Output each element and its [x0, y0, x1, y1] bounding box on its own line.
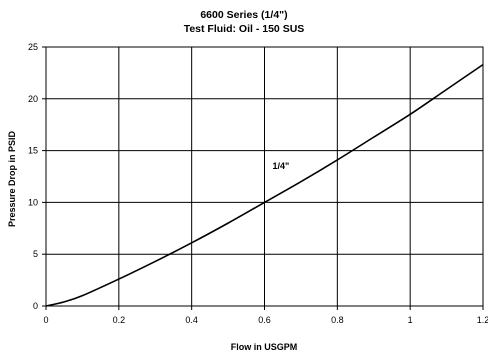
x-tick-label: 0 — [43, 315, 48, 325]
plot-border — [45, 46, 484, 307]
chart-subtitle: Test Fluid: Oil - 150 SUS — [184, 23, 305, 35]
series-annotation-label: 1/4" — [272, 161, 289, 171]
x-axis-title: Flow in USGPM — [231, 342, 298, 351]
y-tick-label: 20 — [28, 94, 38, 104]
x-tick-label: 0.2 — [113, 315, 126, 325]
series-line — [45, 63, 484, 307]
annotation-layer: 1/4" — [272, 161, 289, 171]
tick-labels: 0 0.2 0.4 0.6 0.8 1 1.2 0 5 10 15 20 25 — [28, 42, 488, 325]
chart-title: 6600 Series (1/4") — [200, 9, 287, 21]
x-tick-label: 0.4 — [185, 315, 198, 325]
x-tick-label: 1 — [408, 315, 413, 325]
y-tick-label: 25 — [28, 42, 38, 52]
y-tick-label: 15 — [28, 146, 38, 156]
x-tick-label: 1.2 — [477, 315, 488, 325]
y-tick-label: 0 — [33, 301, 38, 311]
y-tick-label: 10 — [28, 197, 38, 207]
grid-lines — [42, 46, 484, 310]
x-tick-label: 0.8 — [331, 315, 344, 325]
series-layer — [45, 63, 484, 307]
y-axis-title: Pressure Drop in PSID — [7, 130, 17, 227]
y-tick-label: 5 — [33, 249, 38, 259]
x-tick-label: 0.6 — [258, 315, 271, 325]
